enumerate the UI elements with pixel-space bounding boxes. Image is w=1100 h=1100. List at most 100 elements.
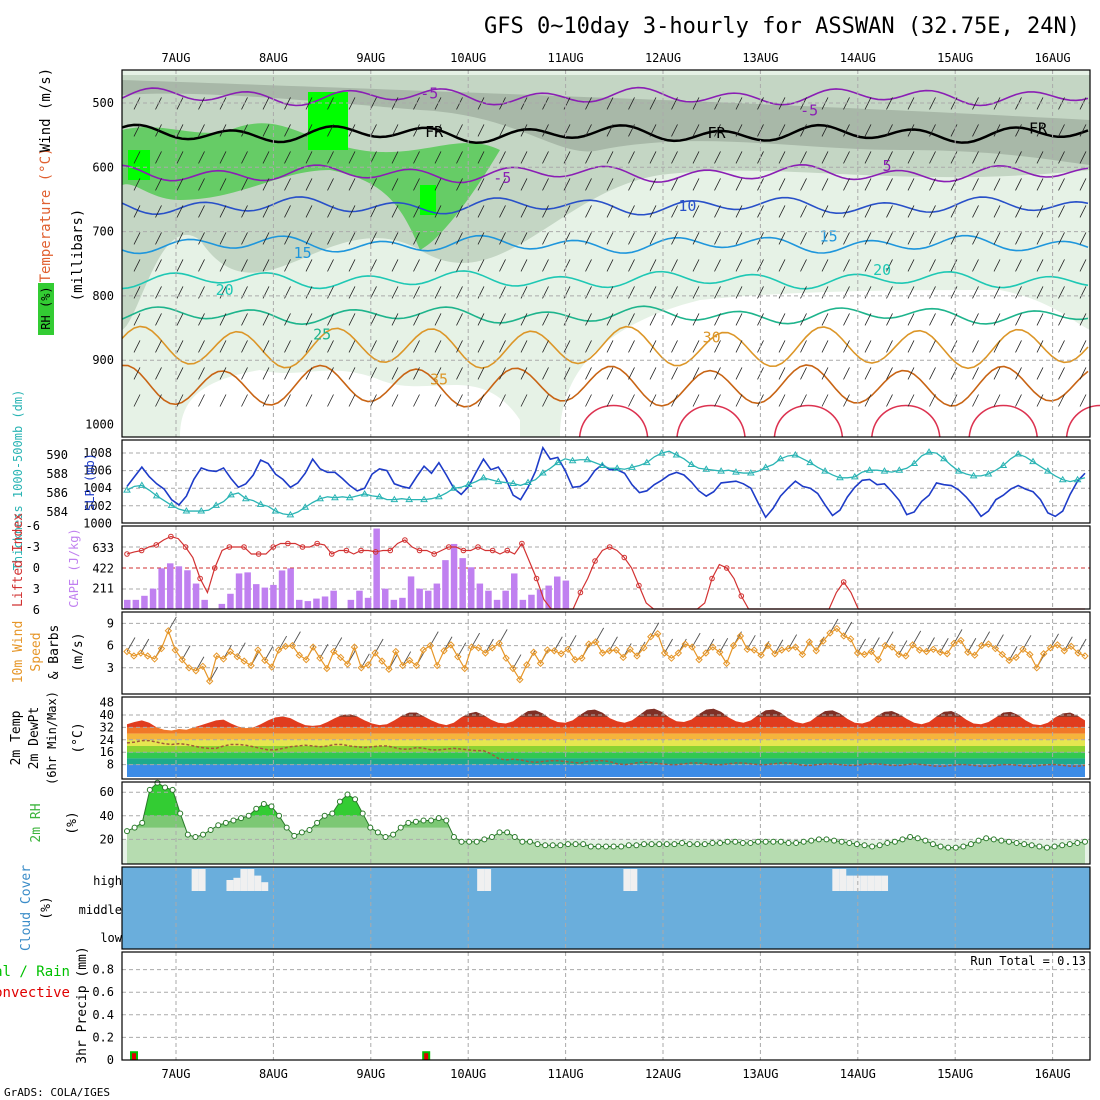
wind-barb — [606, 232, 614, 245]
precip-bar-convective — [424, 1053, 429, 1060]
thickness-marker — [345, 493, 354, 501]
wind-barb — [198, 340, 205, 353]
wind-barb — [219, 124, 227, 137]
wind-barb — [284, 313, 291, 326]
lifted-index-marker — [270, 544, 277, 550]
wind-barb — [778, 313, 786, 326]
wind-barb — [133, 394, 141, 407]
wind-barb — [864, 367, 872, 380]
cape-bar — [184, 570, 191, 609]
wind-marker — [860, 650, 869, 659]
wind-barb — [413, 151, 420, 164]
wind-barb — [692, 124, 700, 137]
wind-barb — [456, 394, 463, 407]
temp-band — [127, 752, 1085, 759]
cape-bar — [407, 576, 415, 609]
wind-barb — [520, 178, 528, 191]
wind-barb — [198, 367, 205, 380]
contour-label: 35 — [430, 370, 448, 388]
wind-marker — [509, 664, 517, 673]
wind-barb — [1015, 313, 1022, 326]
wind-barb — [972, 232, 979, 245]
wind-barb — [327, 340, 334, 353]
thickness-marker — [331, 493, 339, 501]
wind-barb — [348, 232, 356, 245]
rh-marker — [694, 841, 701, 848]
rh-marker — [884, 839, 891, 846]
dry-region — [180, 370, 520, 437]
wind-barb — [219, 286, 227, 299]
wind-marker — [702, 649, 710, 657]
wind-barb — [262, 205, 270, 218]
wind-barb — [649, 340, 657, 353]
lifted-index-marker — [255, 551, 262, 557]
wind-marker — [984, 640, 993, 648]
wind-barb — [778, 394, 786, 407]
rh-marker — [314, 819, 321, 826]
wind-barb — [456, 205, 463, 218]
wind-barb — [370, 97, 377, 110]
wind-marker — [274, 646, 283, 654]
wind-10m-panel: 9 6 3 10m Wind Speed & Barbs (m/s) — [11, 611, 1091, 695]
wind-marker — [398, 661, 407, 670]
cloud-level-label: low — [100, 931, 122, 945]
wind-barb — [348, 394, 356, 407]
wind-marker — [902, 652, 910, 660]
rh-marker — [139, 819, 146, 826]
cape-bar — [313, 598, 320, 609]
x-tick-top: 14AUG — [840, 51, 876, 65]
rh-marker — [162, 784, 169, 791]
wind-barb — [262, 259, 270, 272]
wind-marker — [950, 639, 958, 648]
rh-marker — [724, 838, 731, 845]
rh-marker — [701, 841, 708, 848]
wind-marker — [585, 640, 593, 648]
wind-marker — [295, 651, 304, 659]
wind-barb — [542, 205, 549, 218]
wind-barb — [176, 313, 184, 326]
wind-barb — [993, 394, 1001, 407]
wind-barb — [198, 286, 205, 299]
wind-barb — [757, 286, 764, 299]
wind-barb — [907, 178, 915, 191]
x-tick-top: 15AUG — [937, 51, 973, 65]
wind-barb — [391, 151, 399, 164]
wind-barb — [477, 286, 485, 299]
wind-barb — [284, 232, 291, 245]
wind-marker — [212, 652, 221, 660]
wind-barb — [1036, 151, 1044, 164]
wind-barb — [1015, 259, 1022, 272]
x-tick-top: 16AUG — [1035, 51, 1071, 65]
rh-tick: 60 — [100, 785, 114, 799]
wind-barb — [413, 313, 420, 326]
wind-barb — [649, 124, 657, 137]
wind-barb — [499, 205, 506, 218]
rh-marker — [960, 843, 967, 850]
wind-barb — [348, 151, 356, 164]
x-tick-top: 12AUG — [645, 51, 681, 65]
thickness-marker — [464, 480, 473, 487]
wind-barb — [1058, 367, 1065, 380]
isotherm — [121, 364, 1089, 408]
lifted-index-marker — [226, 544, 233, 550]
lifted-tick: -6 — [26, 519, 40, 533]
wind-barb — [434, 259, 442, 272]
wind-barb — [993, 340, 1001, 353]
cape-bar — [554, 576, 561, 609]
lifted-index-marker — [299, 544, 306, 550]
wind-barb — [929, 394, 936, 407]
wind-barb — [692, 340, 700, 353]
lifted-index-marker — [445, 544, 452, 550]
lifted-tick: 3 — [33, 582, 40, 596]
cape-bar — [167, 563, 174, 609]
wind-marker — [784, 644, 793, 653]
cape-bar — [390, 599, 398, 609]
wind-marker — [495, 639, 503, 648]
x-tick-top: 11AUG — [548, 51, 584, 65]
wind-barb — [241, 367, 248, 380]
wind-barb — [735, 178, 743, 191]
rh-peak — [420, 185, 436, 215]
wind-barb — [434, 286, 442, 299]
wind-barb — [456, 151, 463, 164]
